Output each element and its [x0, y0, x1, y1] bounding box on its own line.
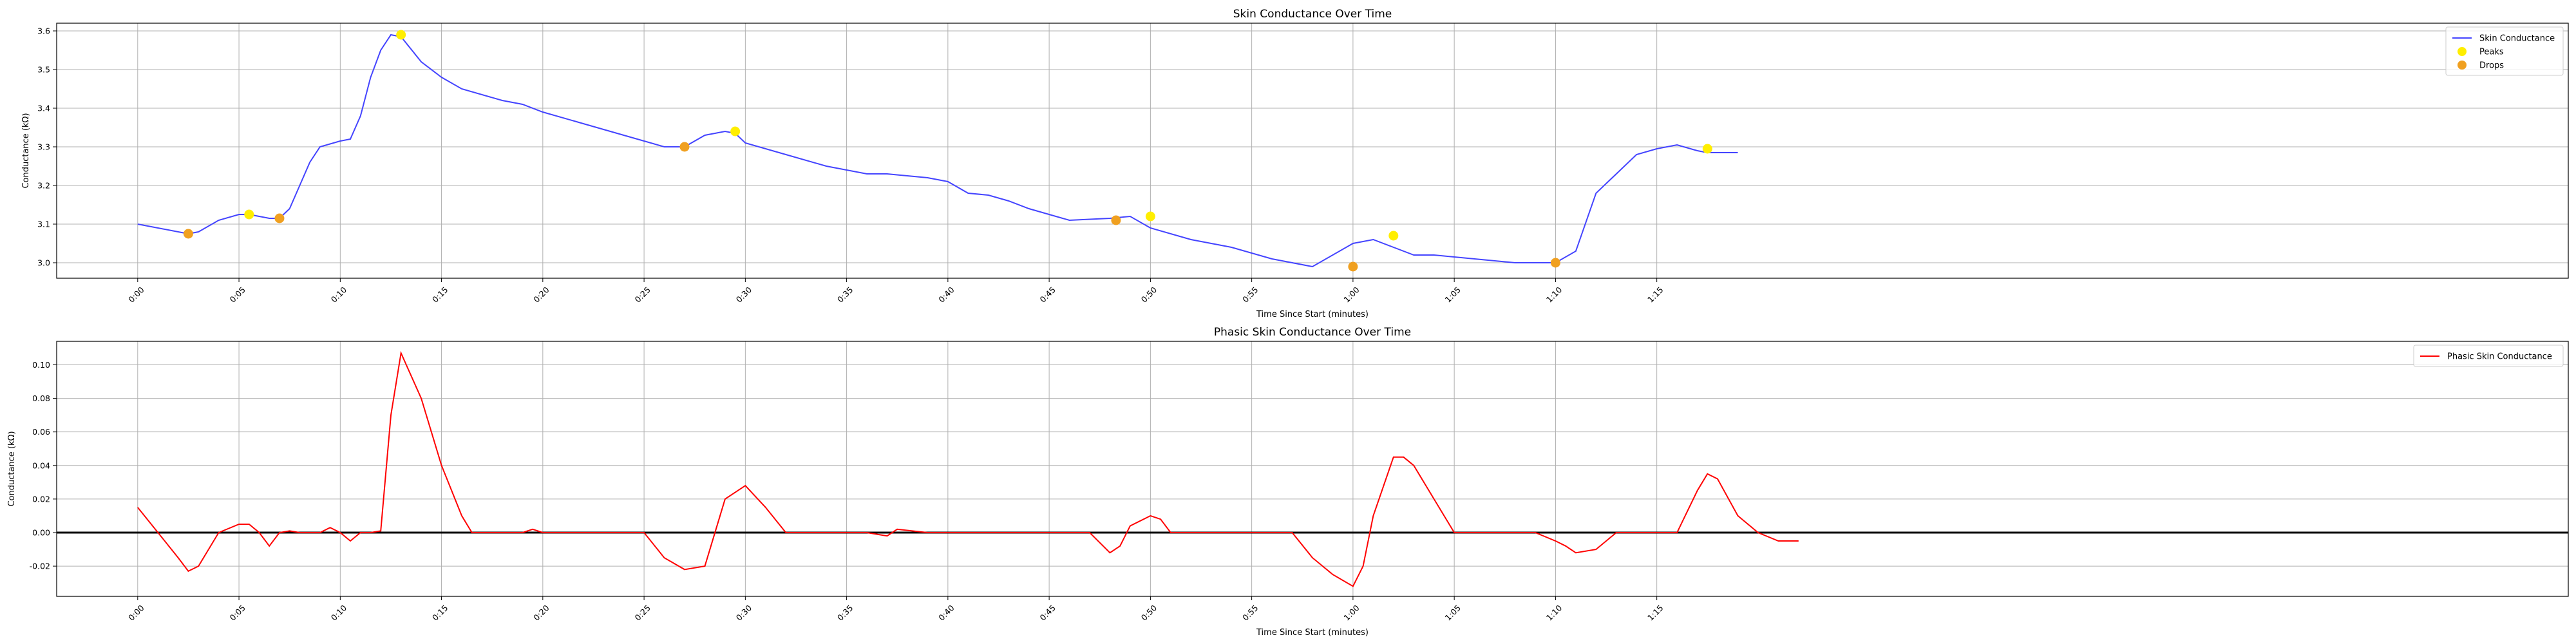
x-tick-label: 0:55	[1240, 285, 1260, 304]
y-axis-label: Conductance (kΩ)	[7, 431, 17, 506]
y-tick-label: 0.02	[32, 494, 50, 504]
drops-point	[1550, 258, 1560, 268]
skin-conductance-panel: 0:00 0:05 0:10 0:15 0:20 0:25 0:30 0:35 0:40 0:45…	[21, 8, 2569, 319]
x-tick-label: 0:40	[936, 603, 956, 622]
y-tick-label: 0.00	[32, 528, 50, 538]
legend-box	[2413, 345, 2564, 367]
x-tick-label: 0:30	[734, 285, 753, 304]
axes-frame	[56, 23, 2569, 279]
x-tick-label: 1:15	[1645, 285, 1665, 304]
x-tick-label: 0:10	[329, 285, 348, 304]
x-tick-label: 1:05	[1443, 285, 1463, 304]
x-tick-label: 0:45	[1038, 285, 1057, 304]
y-tick-label: 3.3	[37, 142, 50, 152]
legend-label: Phasic Skin Conductance	[2447, 352, 2552, 362]
x-axis-label: Time Since Start (minutes)	[1256, 310, 1368, 319]
skin-conductance-line	[137, 33, 1738, 268]
y-tick-label: 3.4	[37, 104, 50, 113]
legend-point-swatch	[2458, 47, 2467, 56]
x-tick-label: 0:20	[531, 603, 551, 622]
x-tick-label: 0:50	[1139, 603, 1159, 622]
y-tick-label: 0.10	[32, 360, 50, 370]
y-tick-label: 3.6	[37, 26, 50, 36]
y-tick-label: 3.2	[37, 181, 50, 191]
x-axis-label: Time Since Start (minutes)	[1256, 628, 1368, 638]
x-tick-label: 0:40	[936, 285, 956, 304]
legend-box	[2445, 26, 2564, 76]
peaks-point	[1388, 231, 1399, 241]
y-tick-label: 0.04	[32, 460, 50, 470]
x-tick-label: 1:05	[1443, 603, 1463, 622]
y-tick-label: 3.0	[37, 258, 50, 268]
drops-point	[274, 213, 285, 223]
y-tick-label: 3.5	[37, 65, 50, 75]
phasic-conductance-panel: 0:00 0:05 0:10 0:15 0:20 0:25 0:30 0:35 0:40 0:45…	[7, 326, 2569, 638]
x-tick-label: 1:15	[1645, 603, 1665, 622]
legend-label: Drops	[2479, 61, 2504, 71]
y-tick-label: 3.1	[37, 220, 50, 229]
legend-label: Peaks	[2479, 48, 2504, 57]
x-tick-label: 1:10	[1544, 285, 1564, 304]
peaks-point	[244, 209, 254, 220]
peaks-point	[730, 126, 741, 137]
legend-label: Skin Conductance	[2479, 34, 2555, 44]
legend-point-swatch	[2458, 61, 2467, 70]
peaks-point	[396, 30, 406, 40]
x-tick-label: 0:25	[633, 603, 652, 622]
x-tick-label: 0:55	[1240, 603, 1260, 622]
x-tick-label: 1:00	[1341, 603, 1361, 622]
peaks-point	[1145, 211, 1155, 222]
x-tick-label: 0:25	[633, 285, 652, 304]
x-tick-label: 0:35	[835, 603, 855, 622]
axes-frame	[56, 341, 2569, 597]
y-tick-label: -0.02	[30, 562, 50, 571]
x-tick-label: 0:20	[531, 285, 551, 304]
x-tick-label: 0:00	[126, 285, 146, 304]
drops-point	[183, 229, 193, 239]
x-tick-label: 0:15	[430, 285, 450, 304]
chart-title: Skin Conductance Over Time	[1233, 8, 1392, 21]
x-tick-label: 1:00	[1341, 285, 1361, 304]
x-tick-label: 0:50	[1139, 285, 1159, 304]
peaks-point	[1702, 144, 1712, 154]
x-tick-label: 0:10	[329, 603, 348, 622]
drops-point	[1111, 215, 1121, 225]
phasic-skin-conductance-line	[137, 350, 1799, 587]
x-tick-label: 0:05	[228, 285, 247, 304]
x-tick-label: 0:35	[835, 285, 855, 304]
x-tick-label: 1:10	[1544, 603, 1564, 622]
y-tick-label: 0.08	[32, 393, 50, 403]
x-tick-label: 0:15	[430, 603, 450, 622]
y-axis-label: Conductance (kΩ)	[21, 113, 31, 188]
x-tick-label: 0:05	[228, 603, 247, 622]
x-tick-label: 0:30	[734, 603, 753, 622]
y-tick-label: 0.06	[32, 427, 50, 437]
drops-point	[1348, 261, 1358, 272]
drops-point	[679, 142, 690, 152]
x-tick-label: 0:00	[126, 603, 146, 622]
x-tick-label: 0:45	[1038, 603, 1057, 622]
chart-title: Phasic Skin Conductance Over Time	[1214, 326, 1411, 339]
